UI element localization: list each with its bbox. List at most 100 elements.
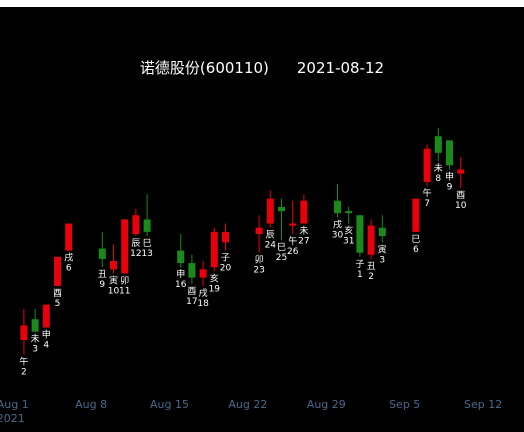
x-tick-label: Aug 15 bbox=[150, 398, 189, 411]
candle-day-label: 7 bbox=[424, 199, 430, 209]
candle-day-label: 23 bbox=[253, 266, 264, 276]
candle-day-label: 3 bbox=[379, 255, 385, 265]
candle-body bbox=[289, 223, 297, 226]
x-tick-label: Aug 29 bbox=[307, 398, 346, 411]
candle-body bbox=[334, 200, 341, 214]
candle-day-label: 3 bbox=[32, 345, 38, 355]
candle-branch-label: 戌 bbox=[333, 218, 342, 230]
candle-branch-label: 寅 bbox=[378, 243, 387, 255]
candle-branch-label: 戌 bbox=[64, 252, 73, 264]
candle-body bbox=[188, 263, 196, 278]
candle-branch-label: 亥 bbox=[210, 272, 219, 284]
candle-branch-label: 酉 bbox=[456, 190, 465, 201]
candle-day-label: 13 bbox=[141, 249, 152, 259]
candle-body bbox=[132, 215, 140, 234]
candle-body bbox=[367, 225, 375, 255]
candle-body bbox=[65, 223, 73, 251]
candle-branch-label: 未 bbox=[31, 333, 40, 345]
x-tick-label: Aug 22 bbox=[228, 398, 267, 411]
candle-branch-label: 辰 bbox=[131, 238, 140, 249]
candle-body bbox=[278, 206, 285, 212]
candle-day-label: 18 bbox=[197, 299, 209, 309]
candle-day-label: 24 bbox=[265, 241, 277, 251]
candle-body bbox=[378, 227, 386, 237]
candle-day-label: 2 bbox=[21, 368, 27, 378]
candle-body bbox=[121, 219, 129, 274]
candle-day-label: 1 bbox=[357, 270, 363, 280]
candle-body bbox=[20, 325, 28, 341]
candle-branch-label: 申 bbox=[445, 170, 454, 182]
candle-day-label: 4 bbox=[43, 341, 49, 351]
chart-area: 诺德股份(600110) 2021-08-12 午 2 未 3 申 4 酉 5 戌 6 丑 9 寅 10 卯 1… bbox=[0, 7, 524, 432]
candle-branch-label: 亥 bbox=[344, 225, 353, 237]
candle-branch-label: 子 bbox=[355, 259, 364, 270]
candle-day-label: 19 bbox=[209, 284, 221, 294]
x-tick-label: Sep 5 bbox=[389, 398, 420, 411]
candle-branch-label: 午 bbox=[423, 187, 432, 199]
candle-day-label: 8 bbox=[435, 174, 441, 184]
candle-day-label: 10 bbox=[108, 286, 120, 296]
candle-body bbox=[98, 248, 106, 259]
candle-body bbox=[199, 269, 207, 278]
candle-day-label: 31 bbox=[343, 237, 354, 247]
candle-body bbox=[457, 169, 465, 174]
candle-body bbox=[31, 319, 39, 332]
candle-branch-label: 丑 bbox=[98, 269, 107, 280]
candle-day-label: 5 bbox=[55, 299, 61, 309]
x-tick-year: 2021 bbox=[0, 412, 25, 425]
candle-day-label: 27 bbox=[298, 237, 309, 247]
candle-body bbox=[356, 215, 364, 253]
candle-branch-label: 戌 bbox=[199, 287, 208, 299]
candle-body bbox=[177, 250, 185, 264]
candle-branch-label: 申 bbox=[42, 329, 51, 341]
candle-branch-label: 未 bbox=[434, 162, 443, 174]
candle-branch-label: 辰 bbox=[266, 230, 275, 241]
candle-body bbox=[412, 198, 420, 232]
candle-day-label: 26 bbox=[287, 247, 299, 257]
candle-body bbox=[255, 227, 263, 234]
candle-branch-label: 卯 bbox=[120, 275, 129, 286]
candle-body bbox=[42, 304, 50, 328]
candle-branch-label: 子 bbox=[221, 253, 230, 264]
stock-name: 诺德股份(600110) bbox=[139, 59, 269, 77]
candle-day-label: 9 bbox=[447, 182, 453, 192]
candle-day-label: 6 bbox=[413, 245, 419, 255]
candle-branch-label: 酉 bbox=[53, 288, 62, 299]
candle-branch-label: 午 bbox=[288, 235, 297, 247]
x-tick-label: Aug 1 bbox=[0, 398, 29, 411]
candle-day-label: 12 bbox=[130, 249, 141, 259]
chart-date: 2021-08-12 bbox=[296, 59, 385, 77]
candle-day-label: 16 bbox=[175, 280, 187, 290]
candle-branch-label: 巳 bbox=[277, 242, 286, 253]
candle-branch-label: 巳 bbox=[411, 234, 420, 245]
candle-day-label: 11 bbox=[119, 286, 130, 296]
candle-branch-label: 寅 bbox=[109, 274, 118, 286]
candle-branch-label: 巳 bbox=[143, 238, 152, 249]
candle-branch-label: 未 bbox=[299, 225, 308, 237]
candle-body bbox=[446, 140, 453, 166]
x-tick-label: Sep 12 bbox=[464, 398, 502, 411]
candle-branch-label: 卯 bbox=[255, 255, 264, 266]
candle-day-label: 2 bbox=[368, 272, 374, 282]
candle-body bbox=[423, 148, 431, 182]
candle-branch-label: 午 bbox=[19, 356, 28, 368]
candle-body bbox=[143, 219, 151, 232]
chart-title: 诺德股份(600110) 2021-08-12 bbox=[0, 57, 524, 78]
candle-body bbox=[222, 231, 229, 243]
candle-day-label: 10 bbox=[455, 201, 467, 211]
candle-branch-label: 酉 bbox=[187, 286, 196, 297]
x-tick-label: Aug 8 bbox=[75, 398, 107, 411]
candle-day-label: 20 bbox=[220, 264, 232, 274]
candle-body bbox=[210, 231, 218, 268]
candle-day-label: 25 bbox=[276, 253, 287, 263]
candle-day-label: 6 bbox=[66, 264, 72, 274]
candle-branch-label: 丑 bbox=[367, 261, 376, 272]
candle-body bbox=[434, 136, 442, 153]
candle-body bbox=[300, 200, 308, 224]
candle-day-label: 17 bbox=[186, 297, 197, 307]
candle-body bbox=[266, 198, 274, 224]
candle-day-label: 30 bbox=[332, 230, 344, 240]
candle-body bbox=[54, 256, 61, 286]
candle-body bbox=[345, 211, 353, 214]
